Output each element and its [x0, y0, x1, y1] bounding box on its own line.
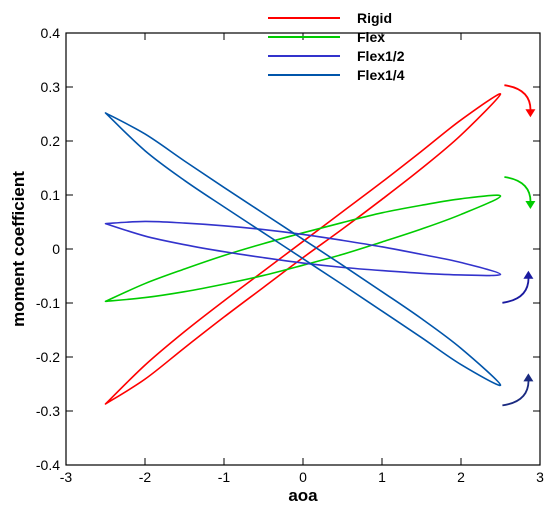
- y-tick-label: 0.2: [41, 133, 61, 149]
- rotation-arrow-2: [502, 274, 530, 304]
- y-tick-label: -0.4: [36, 457, 60, 473]
- legend-label-flex: Flex: [357, 29, 385, 45]
- rotation-arrowhead-3: [523, 373, 534, 382]
- y-tick-label: 0.1: [41, 187, 61, 203]
- legend-label-flex1-4: Flex1/4: [357, 67, 405, 83]
- plot-area-frame: [65, 32, 541, 466]
- rotation-arrows: [502, 84, 536, 407]
- y-tick-label: 0: [52, 241, 60, 257]
- y-tick-label: -0.1: [36, 295, 60, 311]
- axis-ticks: [65, 32, 541, 466]
- rotation-arrowhead-0: [525, 109, 536, 118]
- rotation-arrow-3: [502, 377, 530, 407]
- rotation-arrowhead-2: [523, 270, 534, 279]
- y-axis-title: moment coefficient: [9, 171, 28, 327]
- x-tick-label: -3: [60, 469, 73, 485]
- x-tick-label: 1: [378, 469, 386, 485]
- legend-label-flex1-2: Flex1/2: [357, 48, 405, 64]
- y-tick-label: -0.3: [36, 403, 60, 419]
- axis-tick-labels: -3 -2 -1 0 1 2 3 -0.4 -0.3 -0.2 -0.1 0 0.1 0.2 0.3 0.4: [36, 25, 544, 485]
- x-tick-label: 0: [299, 469, 307, 485]
- x-tick-label: 2: [457, 469, 465, 485]
- series-line-flex1-4: [104, 112, 502, 387]
- rotation-arrowhead-1: [525, 201, 536, 209]
- series-line-flex: [104, 194, 502, 303]
- series-layer: [104, 93, 502, 405]
- series-line-flex1-2: [104, 220, 502, 277]
- x-tick-label: -1: [218, 469, 231, 485]
- y-tick-label: -0.2: [36, 349, 60, 365]
- x-tick-label: 3: [536, 469, 544, 485]
- legend-label-rigid: Rigid: [357, 10, 392, 26]
- y-tick-label: 0.4: [41, 25, 61, 41]
- legend: Rigid Flex Flex1/2 Flex1/4: [268, 10, 405, 83]
- rotation-arrow-1: [504, 176, 532, 206]
- x-tick-label: -2: [139, 469, 152, 485]
- x-axis-title: aoa: [288, 486, 318, 505]
- y-tick-label: 0.3: [41, 79, 61, 95]
- series-line-rigid: [104, 93, 502, 405]
- rotation-arrow-0: [504, 84, 532, 114]
